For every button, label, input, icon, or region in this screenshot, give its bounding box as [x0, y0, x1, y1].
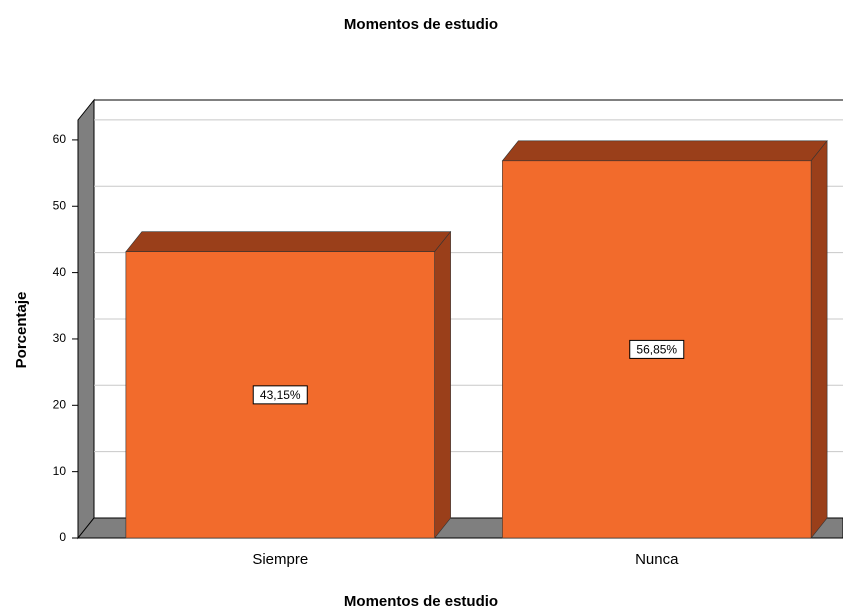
value-label: 43,15% — [260, 388, 301, 402]
y-tick-label: 40 — [53, 265, 67, 279]
left-wall — [77, 98, 95, 540]
y-tick-label: 0 — [59, 530, 66, 544]
y-axis-title: Porcentaje — [13, 292, 30, 369]
chart-title: Momentos de estudio — [344, 16, 498, 33]
bar-side — [434, 230, 451, 539]
bar-top — [125, 231, 452, 253]
value-label: 56,85% — [636, 343, 677, 357]
bar-top — [501, 140, 828, 162]
value-label-box — [252, 385, 308, 405]
y-tick-label: 60 — [53, 132, 67, 146]
y-tick-label: 20 — [53, 397, 67, 411]
x-tick-label: Nunca — [635, 551, 679, 568]
y-tick-label: 50 — [53, 198, 67, 212]
y-tick-label: 30 — [53, 331, 67, 345]
x-axis-title: Momentos de estudio — [344, 593, 498, 610]
value-label-box — [629, 339, 685, 359]
bar-side — [810, 139, 828, 539]
x-tick-label: Siempre — [252, 551, 308, 568]
y-tick-label: 10 — [53, 464, 67, 478]
